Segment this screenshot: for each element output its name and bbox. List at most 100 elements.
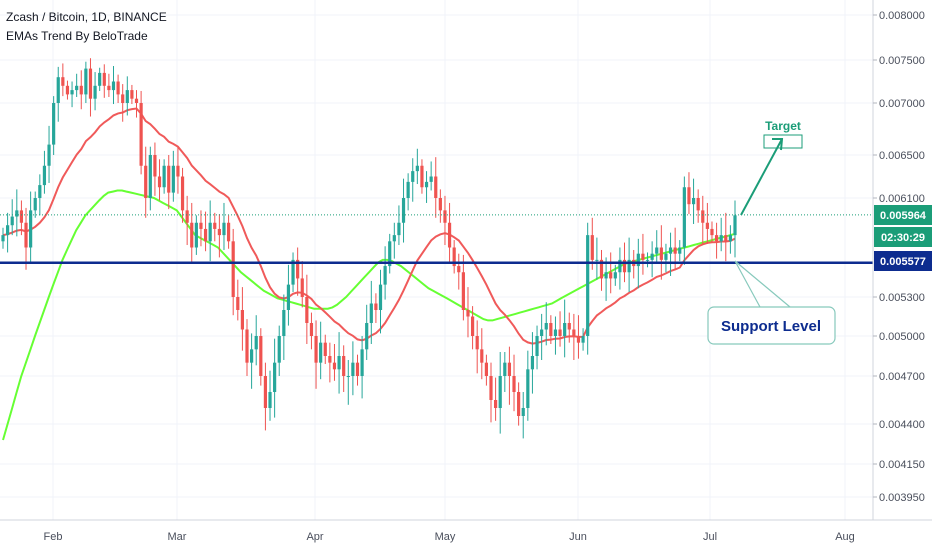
- candle-body: [75, 85, 79, 91]
- candle-body: [167, 165, 171, 193]
- candle-body: [609, 272, 613, 279]
- target-arrow: [740, 138, 783, 216]
- candle-body: [544, 323, 548, 330]
- candle-body: [553, 329, 558, 336]
- candle: [332, 344, 337, 381]
- candle: [24, 207, 28, 270]
- candle: [65, 80, 70, 100]
- candle: [475, 320, 479, 374]
- candle: [512, 354, 516, 412]
- candle-body: [305, 297, 309, 323]
- candle: [208, 200, 212, 262]
- candle: [687, 172, 691, 215]
- candle-body: [217, 228, 221, 236]
- support-label-box: [707, 306, 836, 345]
- candle: [595, 237, 599, 280]
- candle-body: [457, 266, 461, 273]
- candle: [494, 377, 498, 421]
- candle: [507, 346, 512, 405]
- candle-body: [332, 362, 337, 370]
- candle: [355, 354, 360, 386]
- candle: [323, 334, 327, 364]
- candle-body: [489, 376, 493, 400]
- candle-body: [42, 165, 47, 186]
- candle-body: [203, 228, 208, 242]
- candle-body: [121, 94, 125, 103]
- candle-body: [273, 362, 277, 392]
- candle-body: [622, 259, 627, 273]
- candle: [521, 392, 525, 439]
- candle-body: [503, 362, 507, 376]
- candle-body: [134, 98, 139, 103]
- candle: [213, 212, 217, 242]
- candle: [282, 294, 286, 360]
- candle: [236, 279, 240, 321]
- candle: [52, 96, 56, 155]
- candle: [581, 328, 585, 351]
- candle: [328, 342, 332, 383]
- candle-body: [190, 222, 194, 248]
- candle: [180, 167, 185, 223]
- symbol-title: Zcash / Bitcoin, 1D, BINANCE: [6, 10, 167, 24]
- candle: [1, 227, 5, 249]
- support-price-value: 0.005577: [880, 256, 926, 268]
- candle-body: [452, 247, 456, 267]
- candle: [696, 189, 700, 223]
- candle: [6, 212, 10, 253]
- price-axis[interactable]: 0.008000 0.007500 0.007000 0.006500 0.006100…: [872, 0, 925, 520]
- candle: [273, 338, 277, 418]
- candle-body: [102, 72, 106, 86]
- time-axis[interactable]: Feb Mar Apr May Jun Jul Aug: [0, 519, 932, 543]
- candle: [42, 150, 47, 194]
- candle: [535, 325, 539, 370]
- candle: [452, 240, 456, 274]
- chart-grid: [0, 0, 873, 520]
- candle-body: [484, 362, 488, 376]
- candle-body: [222, 222, 226, 236]
- x-tick-label: May: [435, 531, 456, 543]
- candle-body: [116, 81, 120, 95]
- candle-body: [10, 216, 14, 226]
- candle-body: [231, 241, 235, 297]
- support-callout-line: [734, 260, 761, 308]
- candle-body: [254, 336, 258, 350]
- candle: [710, 221, 714, 243]
- candle-body: [6, 225, 10, 236]
- candle: [226, 215, 231, 249]
- candle-body: [682, 187, 686, 248]
- candle: [517, 382, 521, 426]
- candle: [38, 174, 42, 216]
- candle-body: [15, 210, 19, 217]
- support-annotation[interactable]: Support Level: [707, 260, 836, 345]
- candle-body: [351, 362, 355, 376]
- candle: [664, 243, 668, 273]
- candle: [586, 222, 590, 355]
- candle-body: [540, 329, 544, 336]
- candle-body: [558, 329, 562, 336]
- candle: [157, 159, 162, 201]
- candle-body: [374, 303, 378, 310]
- candle-body: [595, 259, 599, 261]
- candle: [576, 315, 581, 359]
- candle: [733, 200, 737, 258]
- candle: [75, 73, 79, 97]
- candle: [79, 70, 83, 110]
- y-tick-label: 0.006100: [879, 193, 925, 205]
- candle: [650, 241, 654, 278]
- candle: [305, 274, 309, 344]
- y-tick-label: 0.004400: [879, 419, 925, 431]
- candle: [374, 293, 378, 323]
- target-annotation[interactable]: Target: [740, 119, 803, 216]
- indicator-title: EMAs Trend By BeloTrade: [6, 29, 148, 43]
- candle-body: [70, 90, 74, 95]
- support-price-badge: 0.005577: [874, 251, 932, 271]
- countdown-value: 02:30:29: [881, 232, 925, 244]
- candle: [107, 73, 111, 97]
- target-box: [763, 134, 803, 149]
- last-price-badge: 0.005964: [874, 205, 932, 225]
- candle: [167, 155, 171, 210]
- candle: [503, 352, 507, 392]
- candle: [300, 261, 304, 308]
- candle-body: [406, 181, 410, 198]
